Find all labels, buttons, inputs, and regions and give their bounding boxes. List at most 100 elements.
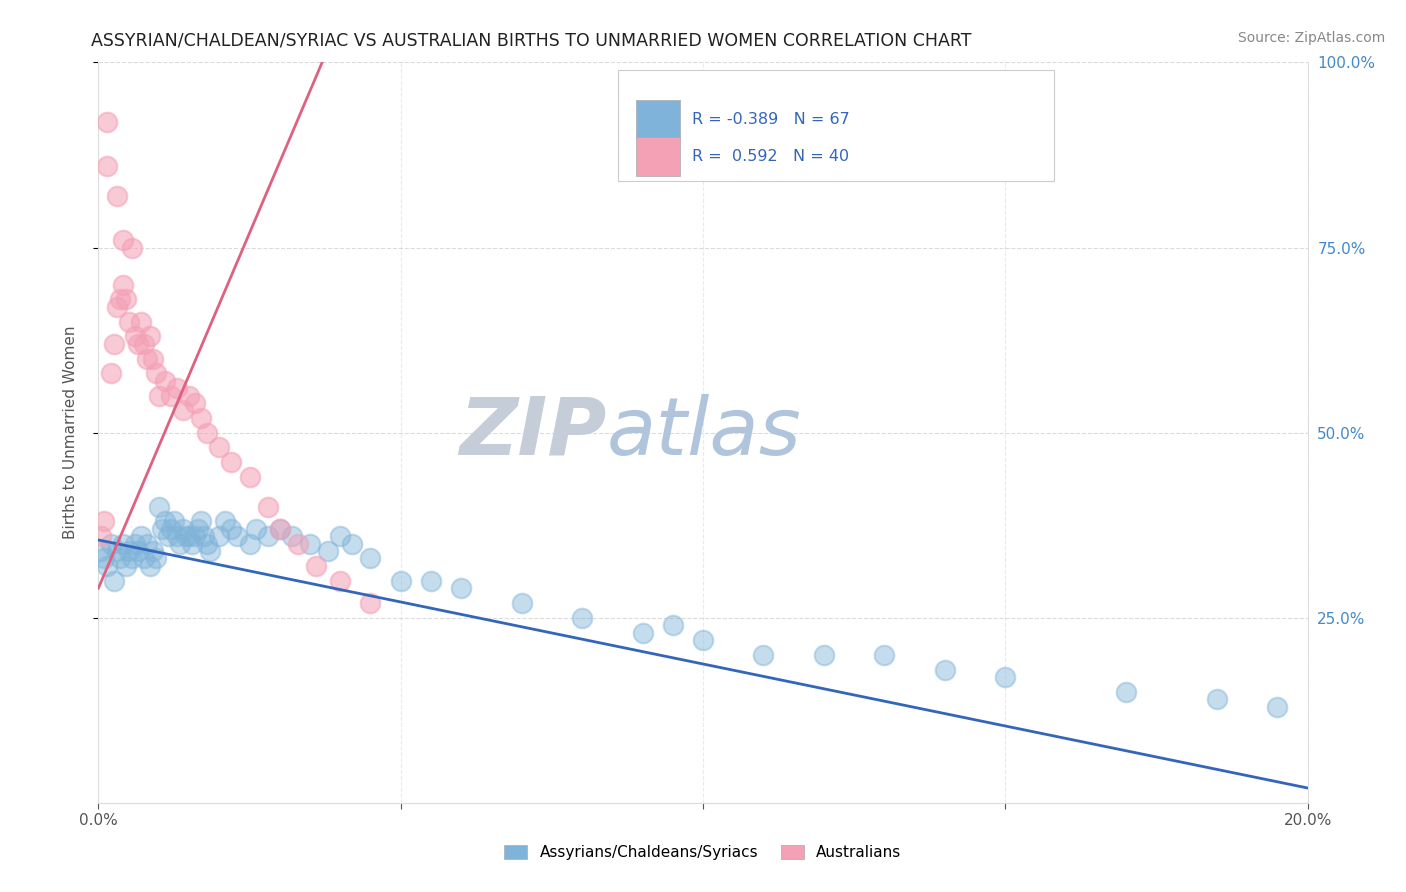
Point [994, 670, 1017, 684]
Point [139, 329, 162, 343]
Point [135, 536, 157, 550]
Point [103, 336, 125, 351]
Text: Source: ZipAtlas.com: Source: ZipAtlas.com [1237, 31, 1385, 45]
Text: R = -0.389   N = 67: R = -0.389 N = 67 [692, 112, 849, 127]
Point [160, 388, 183, 402]
Point [142, 351, 165, 366]
Point [127, 544, 149, 558]
Point [661, 618, 683, 632]
Point [105, 544, 128, 558]
Point [510, 596, 533, 610]
Point [114, 558, 136, 573]
Point [93, 515, 115, 529]
Point [281, 529, 304, 543]
Point [1115, 685, 1137, 699]
Point [139, 558, 162, 573]
Point [256, 500, 278, 514]
Point [208, 441, 231, 455]
Point [111, 233, 134, 247]
Point [160, 522, 183, 536]
Text: ASSYRIAN/CHALDEAN/SYRIAC VS AUSTRALIAN BIRTHS TO UNMARRIED WOMEN CORRELATION CHA: ASSYRIAN/CHALDEAN/SYRIAC VS AUSTRALIAN B… [91, 31, 972, 49]
Point [190, 515, 212, 529]
Point [132, 336, 155, 351]
Y-axis label: Births to Unmarried Women: Births to Unmarried Women [63, 326, 77, 540]
Point [124, 536, 146, 550]
Point [214, 515, 236, 529]
Point [172, 522, 194, 536]
Point [108, 551, 131, 566]
Point [200, 544, 222, 558]
Point [342, 536, 364, 550]
Point [179, 388, 201, 402]
Point [166, 529, 188, 543]
Point [299, 536, 322, 550]
Point [166, 381, 188, 395]
Point [179, 529, 201, 543]
Point [329, 574, 352, 588]
Point [145, 367, 167, 381]
Point [148, 500, 170, 514]
Point [100, 536, 122, 550]
Point [124, 329, 146, 343]
Point [121, 240, 143, 255]
Point [692, 632, 714, 647]
Legend: Assyrians/Chaldeans/Syriacs, Australians: Assyrians/Chaldeans/Syriacs, Australians [498, 839, 908, 866]
Point [269, 522, 291, 536]
Point [420, 574, 443, 588]
Point [105, 188, 128, 202]
Point [96, 558, 118, 573]
Point [145, 551, 167, 566]
Point [103, 574, 125, 588]
FancyBboxPatch shape [637, 137, 681, 176]
Point [269, 522, 291, 536]
Point [239, 470, 262, 484]
Point [169, 536, 191, 550]
Point [127, 336, 149, 351]
Point [571, 610, 593, 624]
Point [90, 529, 112, 543]
Point [96, 114, 118, 128]
Point [631, 625, 654, 640]
FancyBboxPatch shape [619, 70, 1053, 181]
Point [450, 581, 472, 595]
Point [245, 522, 267, 536]
FancyBboxPatch shape [637, 100, 681, 138]
Point [360, 596, 382, 610]
Point [118, 544, 141, 558]
Text: atlas: atlas [606, 393, 801, 472]
Point [187, 522, 209, 536]
Point [174, 529, 197, 543]
Point [153, 374, 176, 388]
Point [153, 515, 176, 529]
Text: ZIP: ZIP [458, 393, 606, 472]
Point [150, 522, 173, 536]
Point [287, 536, 309, 550]
Point [172, 403, 194, 417]
Point [1206, 692, 1229, 706]
Point [111, 277, 134, 292]
Point [193, 529, 215, 543]
Point [111, 536, 134, 550]
Text: R =  0.592   N = 40: R = 0.592 N = 40 [692, 149, 849, 164]
Point [389, 574, 412, 588]
Point [316, 544, 339, 558]
Point [190, 410, 212, 425]
Point [100, 367, 122, 381]
Point [108, 293, 131, 307]
Point [934, 663, 956, 677]
Point [195, 425, 218, 440]
Point [184, 529, 207, 543]
Point [195, 536, 218, 550]
Point [132, 551, 155, 566]
Point [208, 529, 231, 543]
Point [329, 529, 352, 543]
Point [181, 536, 204, 550]
Point [148, 388, 170, 402]
Point [129, 314, 152, 328]
Point [226, 529, 249, 543]
Point [129, 529, 152, 543]
Point [90, 544, 112, 558]
Point [1267, 699, 1289, 714]
Point [221, 522, 243, 536]
Point [256, 529, 278, 543]
